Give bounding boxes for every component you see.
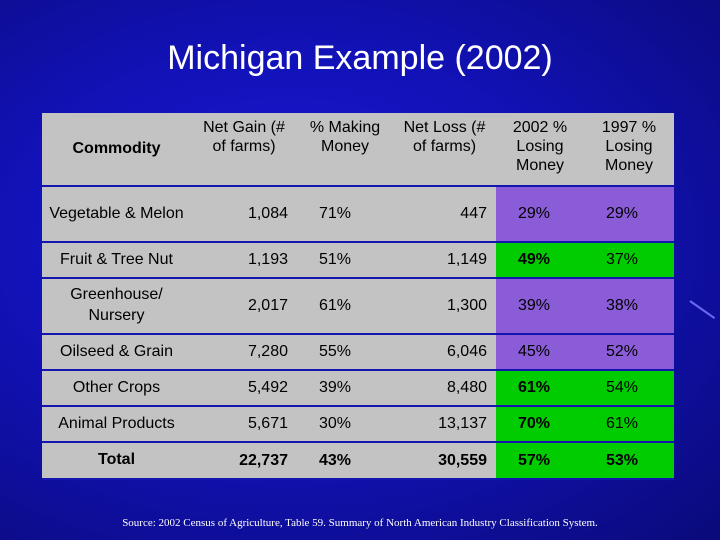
pct-losing-1997-cell: 52% (584, 334, 674, 371)
pct-losing-1997-cell: 29% (584, 186, 674, 243)
pct-making-cell: 30% (297, 406, 393, 443)
net-loss-cell: 447 (393, 186, 496, 243)
total-label: Total (42, 442, 191, 480)
pct-losing-1997-cell: 37% (584, 242, 674, 279)
pct-making-cell: 51% (297, 242, 393, 279)
decorative-line (689, 300, 716, 320)
commodity-cell: Animal Products (42, 406, 191, 443)
total-net-loss: 30,559 (393, 442, 496, 480)
header-net-gain: Net Gain (# of farms) (191, 113, 297, 187)
pct-losing-2002-cell: 45% (496, 334, 584, 371)
pct-losing-1997-cell: 38% (584, 278, 674, 335)
total-pct-making: 43% (297, 442, 393, 480)
net-loss-cell: 6,046 (393, 334, 496, 371)
commodity-cell: Fruit & Tree Nut (42, 242, 191, 279)
net-loss-cell: 1,300 (393, 278, 496, 335)
header-net-loss: Net Loss (# of farms) (393, 113, 496, 187)
net-loss-cell: 13,137 (393, 406, 496, 443)
net-loss-cell: 8,480 (393, 370, 496, 407)
net-loss-cell: 1,149 (393, 242, 496, 279)
commodity-cell: Oilseed & Grain (42, 334, 191, 371)
pct-losing-2002-cell: 39% (496, 278, 584, 335)
table-row: Vegetable & Melon 1,084 71% 447 29% 29% (42, 186, 674, 243)
pct-making-cell: 71% (297, 186, 393, 243)
total-pct-losing-2002: 57% (496, 442, 584, 480)
total-net-gain: 22,737 (191, 442, 297, 480)
net-gain-cell: 1,084 (191, 186, 297, 243)
commodity-cell: Vegetable & Melon (42, 186, 191, 243)
header-1997-losing: 1997 % Losing Money (584, 113, 674, 187)
source-note: Source: 2002 Census of Agriculture, Tabl… (122, 517, 598, 529)
net-gain-cell: 5,671 (191, 406, 297, 443)
net-gain-cell: 5,492 (191, 370, 297, 407)
table-row: Animal Products 5,671 30% 13,137 70% 61% (42, 406, 674, 443)
pct-losing-2002-cell: 70% (496, 406, 584, 443)
pct-losing-2002-cell: 29% (496, 186, 584, 243)
total-pct-losing-1997: 53% (584, 442, 674, 480)
pct-losing-1997-cell: 61% (584, 406, 674, 443)
commodity-cell: Greenhouse/ Nursery (42, 278, 191, 335)
pct-losing-2002-cell: 61% (496, 370, 584, 407)
header-2002-losing: 2002 % Losing Money (496, 113, 584, 187)
total-row: Total 22,737 43% 30,559 57% 53% (42, 442, 674, 480)
header-pct-making: % Making Money (297, 113, 393, 187)
net-gain-cell: 1,193 (191, 242, 297, 279)
header-commodity: Commodity (42, 113, 191, 187)
table-row: Greenhouse/ Nursery 2,017 61% 1,300 39% … (42, 278, 674, 335)
pct-making-cell: 39% (297, 370, 393, 407)
net-gain-cell: 2,017 (191, 278, 297, 335)
net-gain-cell: 7,280 (191, 334, 297, 371)
header-row: Commodity Net Gain (# of farms) % Making… (42, 113, 674, 187)
commodity-cell: Other Crops (42, 370, 191, 407)
data-table: Commodity Net Gain (# of farms) % Making… (42, 113, 674, 480)
pct-making-cell: 55% (297, 334, 393, 371)
pct-losing-1997-cell: 54% (584, 370, 674, 407)
table-row: Other Crops 5,492 39% 8,480 61% 54% (42, 370, 674, 407)
table-row: Fruit & Tree Nut 1,193 51% 1,149 49% 37% (42, 242, 674, 279)
slide-title: Michigan Example (2002) (167, 39, 553, 77)
table-row: Oilseed & Grain 7,280 55% 6,046 45% 52% (42, 334, 674, 371)
pct-losing-2002-cell: 49% (496, 242, 584, 279)
pct-making-cell: 61% (297, 278, 393, 335)
